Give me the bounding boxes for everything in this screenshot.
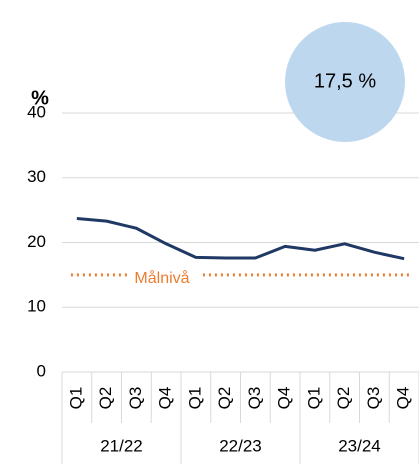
y-tick-label: 40 xyxy=(27,102,46,121)
y-tick-label: 0 xyxy=(37,361,46,380)
x-tick-label: Q3 xyxy=(245,387,264,410)
x-tick-label: Q1 xyxy=(185,387,204,410)
x-tick-label: Q3 xyxy=(126,387,145,410)
group-label: 21/22 xyxy=(100,436,143,455)
y-tick-label: 10 xyxy=(27,297,46,316)
x-tick-label: Q3 xyxy=(364,387,383,410)
y-axis-label: % xyxy=(31,87,49,109)
data-line xyxy=(76,217,405,261)
highlight-circle xyxy=(285,22,405,142)
x-tick-label: Q2 xyxy=(334,387,353,410)
group-label: 23/24 xyxy=(338,436,381,455)
target-label: Målnivå xyxy=(134,269,189,287)
x-tick-label: Q1 xyxy=(66,387,85,410)
target-label-bg xyxy=(128,262,200,287)
group-label: 22/23 xyxy=(219,436,262,455)
x-tick-label: Q4 xyxy=(275,387,294,410)
x-tick-label: Q4 xyxy=(156,387,175,410)
x-tick-label: Q1 xyxy=(304,387,323,410)
plot: 0 10 20 30 40 Q1 Q2 Q3 Q4 Q1 Q2 Q3 Q4 Q1 Q2 Q3 Q4 21/22 22… xyxy=(27,102,419,464)
x-tick-label: Q2 xyxy=(96,387,115,410)
y-tick-label: 30 xyxy=(27,167,46,186)
x-tick-label: Q2 xyxy=(215,387,234,410)
y-tick-label: 20 xyxy=(27,232,46,251)
x-tick-label: Q4 xyxy=(394,387,413,410)
highlight-value: 17,5 % xyxy=(314,70,376,92)
